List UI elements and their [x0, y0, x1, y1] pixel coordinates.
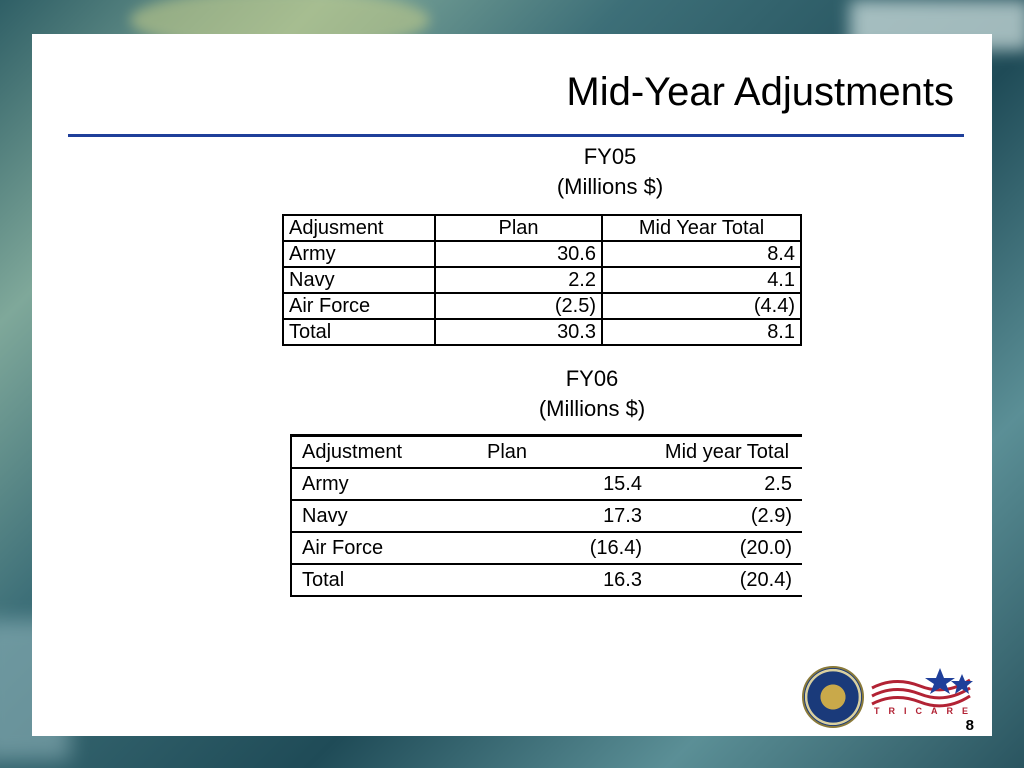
plan-value: 30.6 — [434, 240, 603, 268]
row-label: Total — [290, 564, 427, 597]
header-cell: Plan — [427, 434, 652, 469]
table-row: Navy 2.2 4.1 — [282, 266, 802, 294]
plan-value: 30.3 — [434, 318, 603, 346]
header-cell: Adjusment — [282, 214, 436, 242]
midyear-value: (20.4) — [652, 564, 802, 597]
row-label: Navy — [290, 500, 427, 533]
fy06-caption-unit: (Millions $) — [538, 396, 646, 421]
plan-value: 17.3 — [427, 500, 652, 533]
table-header-row: Adjustment Plan Mid year Total — [290, 434, 802, 469]
plan-value: 2.2 — [434, 266, 603, 294]
slide-title: Mid-Year Adjustments — [566, 70, 954, 114]
table-row: Army 15.4 2.5 — [290, 468, 802, 501]
page-number: 8 — [965, 717, 974, 734]
table-header-row: Adjusment Plan Mid Year Total — [282, 214, 802, 242]
plan-value: (16.4) — [427, 532, 652, 565]
midyear-value: 4.1 — [601, 266, 802, 294]
row-label: Air Force — [290, 532, 427, 565]
midyear-value: (4.4) — [601, 292, 802, 320]
table-row: Army 30.6 8.4 — [282, 240, 802, 268]
midyear-value: (2.9) — [652, 500, 802, 533]
row-label: Army — [282, 240, 436, 268]
dod-seal-logo — [802, 666, 864, 728]
table-row: Air Force (2.5) (4.4) — [282, 292, 802, 320]
fy05-caption-year: FY05 — [583, 144, 637, 169]
midyear-value: (20.0) — [652, 532, 802, 565]
slide: Mid-Year Adjustments FY05 (Millions $) A… — [32, 34, 992, 736]
table-row: Navy 17.3 (2.9) — [290, 500, 802, 533]
title-rule — [68, 134, 964, 137]
plan-value: 16.3 — [427, 564, 652, 597]
header-cell: Mid year Total — [652, 434, 802, 469]
plan-value: 15.4 — [427, 468, 652, 501]
fy06-table: Adjustment Plan Mid year Total Army 15.4… — [290, 434, 802, 597]
fy05-caption: FY05 (Millions $) — [32, 142, 1024, 202]
header-cell: Mid Year Total — [601, 214, 802, 242]
midyear-value: 8.4 — [601, 240, 802, 268]
header-cell: Adjustment — [290, 434, 427, 469]
tricare-logo-text: TRICARE — [874, 706, 977, 716]
table-row: Total 30.3 8.1 — [282, 318, 802, 346]
row-label: Air Force — [282, 292, 436, 320]
fy05-caption-unit: (Millions $) — [556, 174, 664, 199]
row-label: Total — [282, 318, 436, 346]
fy06-caption-year: FY06 — [565, 366, 619, 391]
table-row: Air Force (16.4) (20.0) — [290, 532, 802, 565]
fy06-caption: FY06 (Millions $) — [32, 364, 1024, 424]
row-label: Army — [290, 468, 427, 501]
tricare-logo-icon — [871, 668, 973, 708]
midyear-value: 8.1 — [601, 318, 802, 346]
row-label: Navy — [282, 266, 436, 294]
fy05-table: Adjusment Plan Mid Year Total Army 30.6 … — [282, 214, 802, 346]
header-cell: Plan — [434, 214, 603, 242]
table-row: Total 16.3 (20.4) — [290, 564, 802, 597]
plan-value: (2.5) — [434, 292, 603, 320]
midyear-value: 2.5 — [652, 468, 802, 501]
